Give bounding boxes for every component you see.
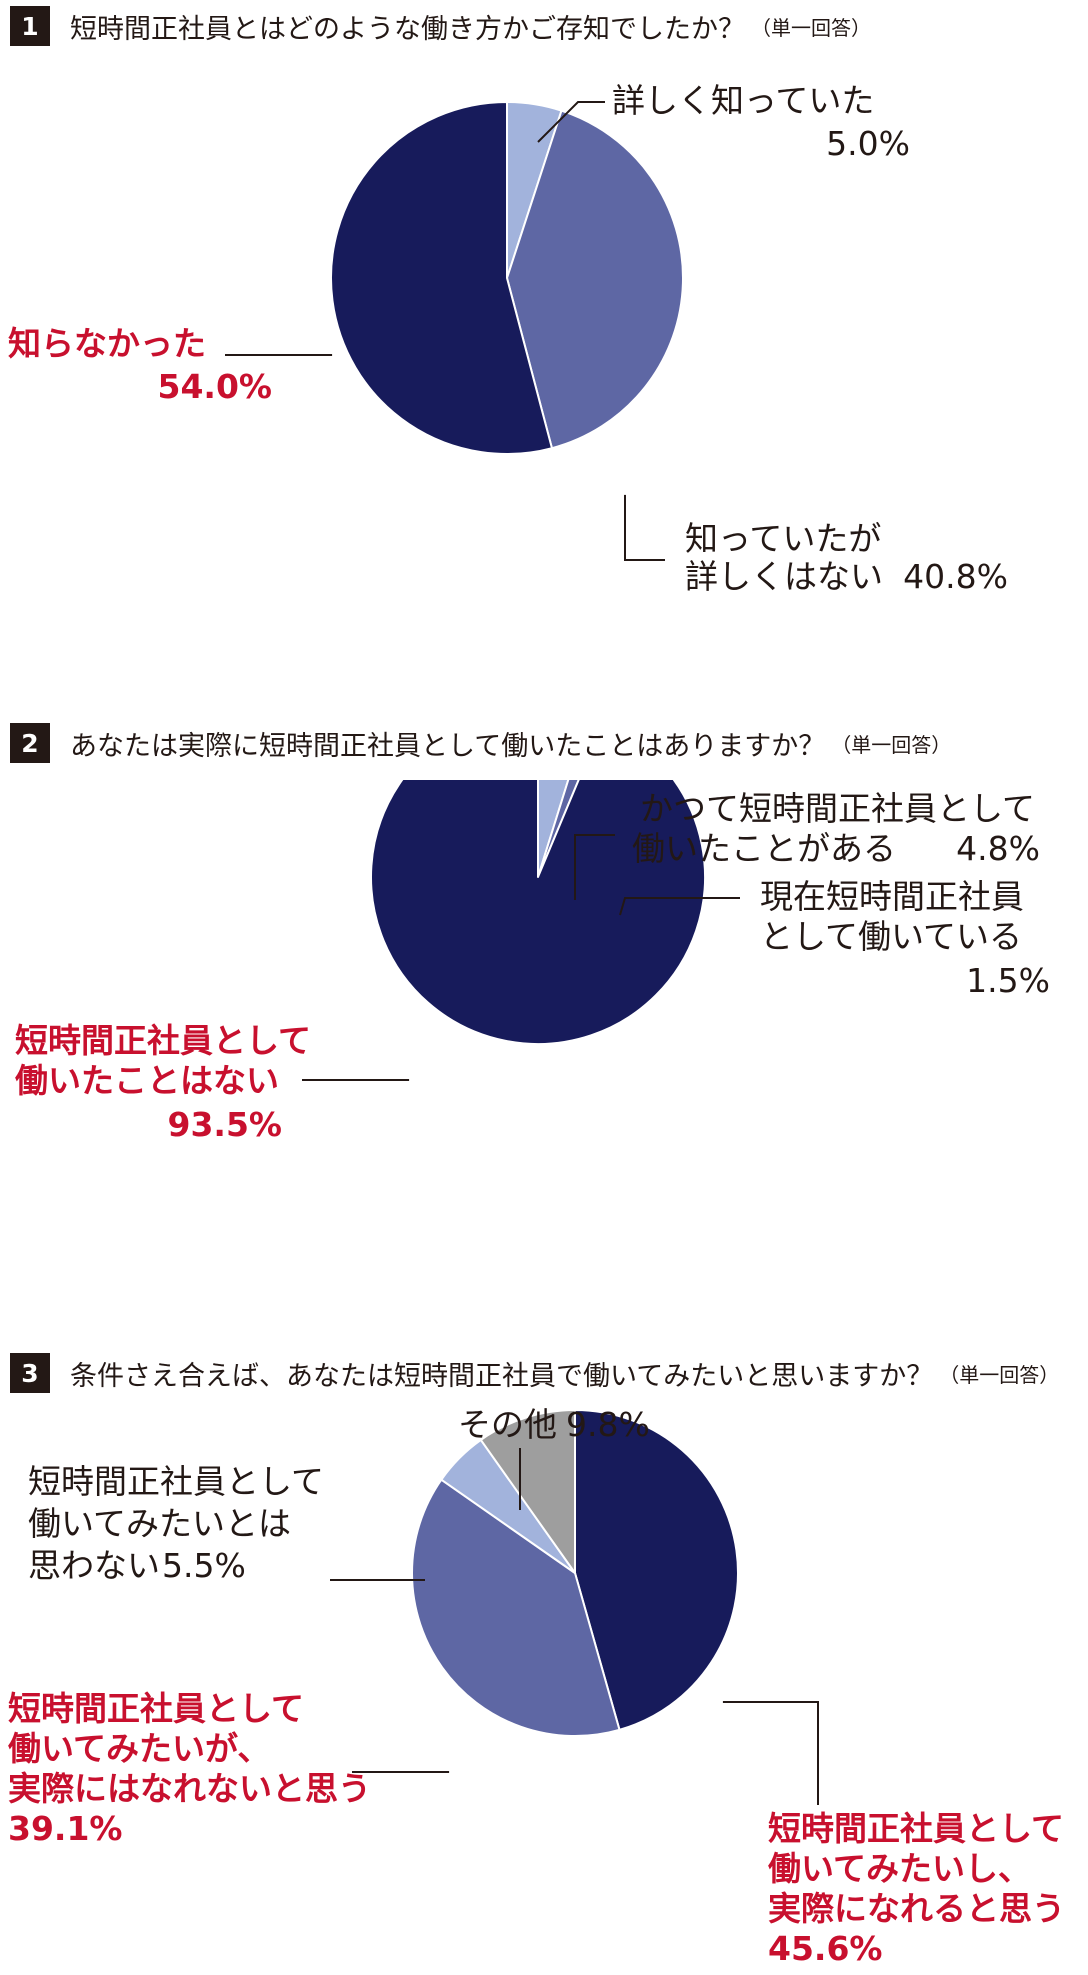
pie-slice-2-2	[370, 780, 706, 1045]
leader-dot-3-1	[449, 1769, 455, 1775]
leader-line-2-1	[619, 897, 740, 916]
question-2-number: 2	[10, 723, 50, 763]
pie-slice-1-1	[506, 109, 684, 450]
slice-value-2-1: 1.5%	[966, 961, 1050, 1000]
pie-chart-1: 詳しく知っていた 5.0% 知っていたが 詳しくはない 40.8% 知らなかった…	[8, 81, 1008, 596]
slice-label-3-3-line1: その他	[458, 1405, 557, 1444]
slice-label-1-1-line1: 知っていたが	[685, 519, 881, 558]
slice-value-3-1: 39.1%	[8, 1809, 123, 1848]
leader-line-1-0	[537, 101, 605, 143]
slice-label-3-1-line1: 短時間正社員として	[8, 1689, 304, 1728]
leader-dot-3-0	[717, 1699, 723, 1705]
slice-value-1-2: 54.0%	[158, 367, 273, 406]
pie-chart-2: かつて短時間正社員として 働いたことがある 4.8% 現在短時間正社員 として働…	[15, 780, 1050, 1144]
slice-label-1-1-line2: 詳しくはない	[685, 557, 883, 596]
slice-label-2-0-line1: かつて短時間正社員として	[640, 789, 1035, 828]
slice-label-3-1-line2: 働いてみたいが、	[8, 1729, 270, 1768]
question-2-note: （単一回答）	[831, 732, 952, 757]
slice-label-2-2-line2: 働いたことはない	[15, 1061, 279, 1100]
slice-value-1-0: 5.0%	[826, 124, 910, 163]
slice-label-3-2-line1: 短時間正社員として	[28, 1462, 324, 1501]
slice-label-3-0-line1: 短時間正社員として	[768, 1809, 1064, 1848]
leader-line-2-0	[574, 834, 615, 900]
question-3-header: 3 条件さえ合えば、あなたは短時間正社員で働いてみたいと思いますか？ （単一回答…	[10, 1353, 1080, 1393]
slice-value-3-2: 5.5%	[162, 1546, 246, 1585]
question-2-header: 2 あなたは実際に短時間正社員として働いたことはありますか？ （単一回答）	[10, 723, 1080, 763]
slice-label-2-0-line2: 働いたことがある	[632, 829, 896, 868]
slice-label-3-2-line3: 思わない	[28, 1546, 160, 1585]
slice-value-3-3: 9.8%	[566, 1405, 650, 1444]
slice-label-1-0-line1: 詳しく知っていた	[612, 81, 874, 120]
slice-value-2-2: 93.5%	[168, 1105, 283, 1144]
question-3-number: 3	[10, 1353, 50, 1393]
slice-label-3-2-line2: 働いてみたいとは	[28, 1504, 291, 1543]
slice-label-2-2-line1: 短時間正社員として	[15, 1021, 311, 1060]
leader-line-3-0	[720, 1701, 819, 1805]
pie-slice-3-0	[574, 1409, 739, 1731]
leader-dot-1-2	[332, 352, 338, 358]
slice-label-3-1-line3: 実際にはなれないと思う	[8, 1769, 371, 1808]
slice-label-1-2-line1: 知らなかった	[8, 324, 206, 363]
leader-line-1-1	[624, 492, 665, 561]
slice-value-1-1: 40.8%	[903, 557, 1008, 596]
question-3-note: （単一回答）	[939, 1362, 1060, 1387]
slice-label-3-0-line2: 働いてみたいし、	[768, 1849, 1031, 1888]
question-1-note: （単一回答）	[751, 15, 871, 40]
pie-chart-3: 短時間正社員として 働いてみたいし、 実際になれると思う 45.6% 短時間正社…	[8, 1405, 1065, 1968]
slice-value-2-0: 4.8%	[956, 829, 1040, 868]
question-2-text: あなたは実際に短時間正社員として働いたことはありますか？	[70, 730, 826, 762]
question-1-header: 1 短時間正社員とはどのような働き方かご存知でしたか？ （単一回答）	[10, 6, 1080, 46]
question-1-number: 1	[10, 6, 50, 46]
question-3-text: 条件さえ合えば、あなたは短時間正社員で働いてみたいと思いますか？	[70, 1360, 934, 1392]
pie-slice-3-1	[411, 1478, 621, 1737]
leader-dot-1-1	[622, 489, 628, 495]
pie-slice-1-2	[330, 101, 553, 455]
slice-value-3-0: 45.6%	[768, 1929, 883, 1968]
slice-label-3-0-line3: 実際になれると思う	[768, 1889, 1065, 1928]
slice-label-2-1-line1: 現在短時間正社員	[760, 877, 1024, 916]
slice-label-2-1-line2: として働いている	[760, 917, 1022, 956]
leader-dot-2-2	[409, 1077, 415, 1083]
question-1-text: 短時間正社員とはどのような働き方かご存知でしたか？	[70, 13, 745, 45]
pie-slice-3-3	[479, 1409, 576, 1574]
